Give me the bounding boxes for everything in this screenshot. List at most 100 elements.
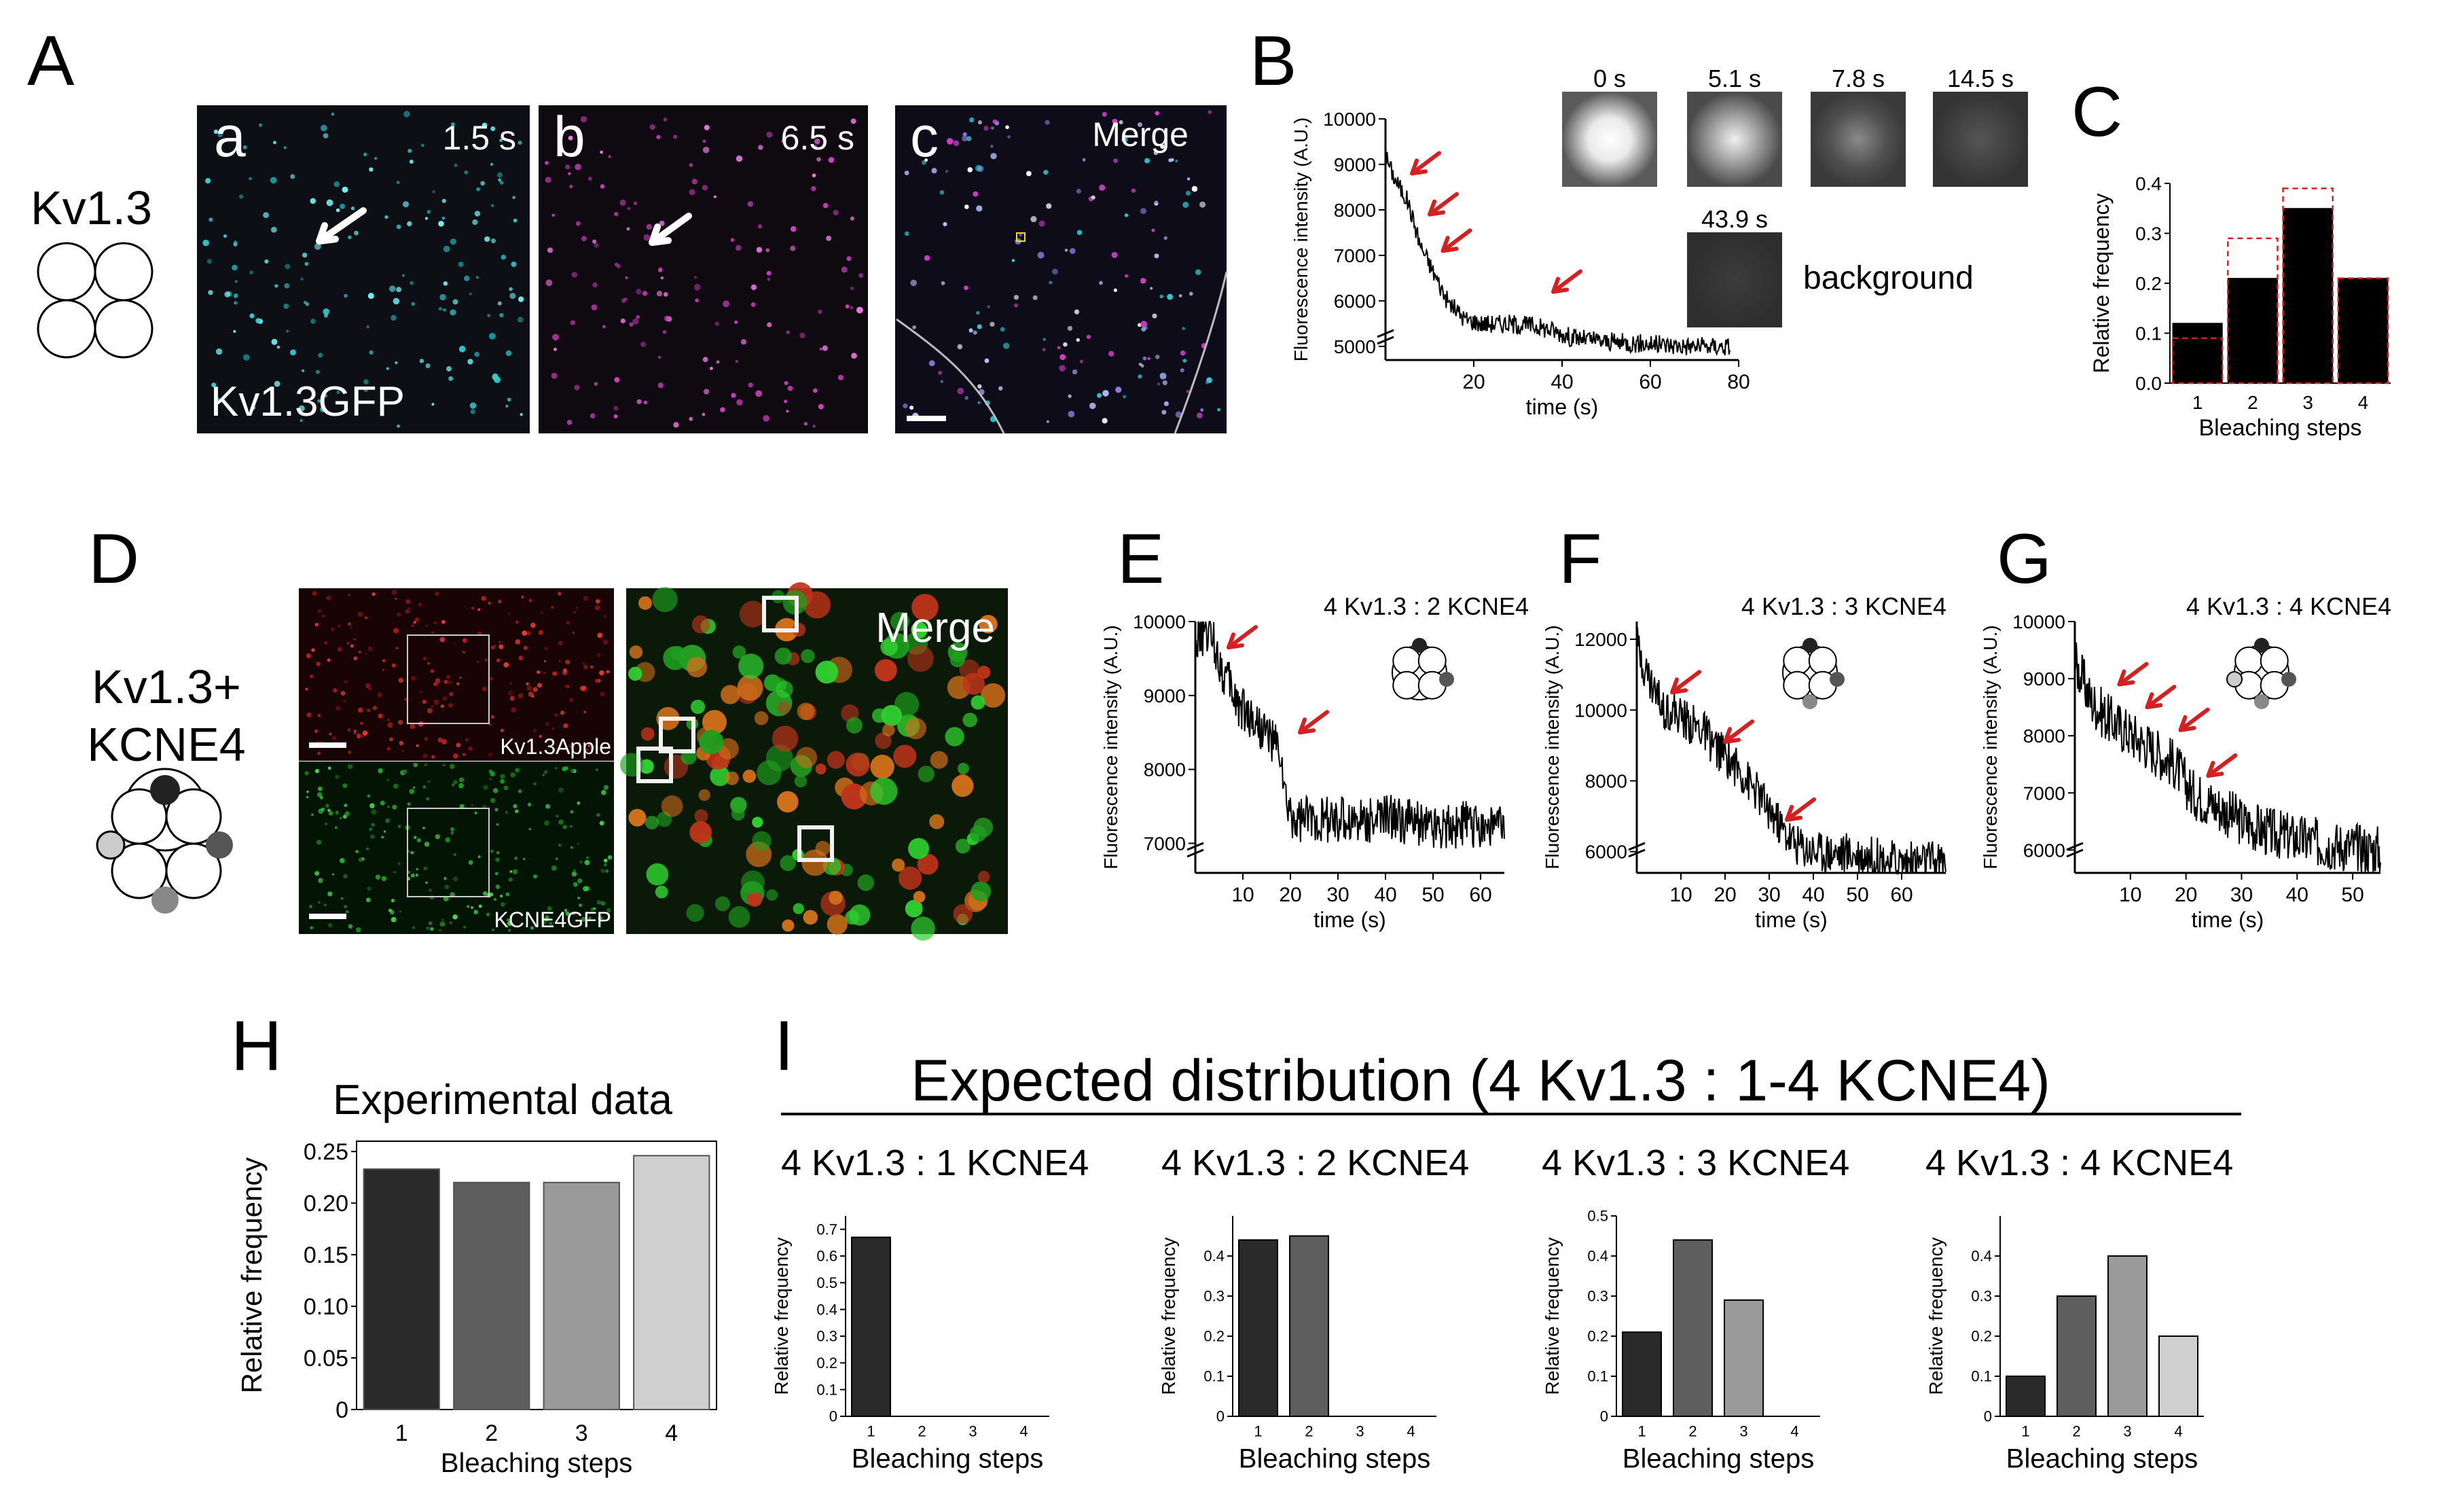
merge-label-a: Merge — [1092, 115, 1189, 154]
cell-outline-left — [896, 318, 1005, 434]
punctum — [740, 870, 765, 895]
punctum — [1042, 348, 1046, 352]
punctum — [632, 318, 639, 325]
punctum — [837, 374, 844, 380]
punctum — [1102, 418, 1108, 424]
punctum — [304, 262, 309, 266]
kcne4-subunit — [1412, 638, 1427, 653]
x-tick-label: 1 — [1637, 1423, 1646, 1440]
punctum — [206, 259, 213, 264]
punctum — [1196, 412, 1203, 419]
punctum — [490, 645, 495, 650]
kcne4-subunit — [1802, 638, 1817, 653]
punctum — [501, 902, 505, 907]
punctum — [590, 665, 594, 669]
punctum — [600, 184, 605, 189]
punctum — [694, 809, 708, 823]
panel-letter-i: I — [774, 1007, 794, 1086]
punctum — [795, 747, 818, 768]
punctum — [790, 226, 797, 232]
y-tick-label: 0.15 — [304, 1242, 348, 1268]
punctum — [646, 223, 653, 230]
punctum — [657, 355, 662, 359]
y-tick-label: 0.3 — [816, 1328, 837, 1345]
y-tick-label: 0.3 — [2135, 223, 2162, 244]
punctum — [815, 764, 827, 775]
punctum — [748, 382, 753, 388]
arrow-icon — [1441, 228, 1472, 253]
punctum — [909, 406, 914, 410]
punctum — [742, 770, 757, 783]
punctum — [1064, 249, 1068, 252]
punctum — [518, 141, 522, 145]
punctum — [446, 675, 450, 679]
panel-letter-f: F — [1559, 520, 1602, 598]
punctum — [1046, 203, 1052, 209]
bar — [2107, 1255, 2148, 1417]
y-tick-label: 0.5 — [1587, 1208, 1608, 1225]
punctum — [1191, 185, 1198, 192]
punctum — [558, 843, 562, 847]
y-axis-label: Relative frequency — [2089, 193, 2114, 373]
x-axis-label: Bleaching steps — [1239, 1444, 1430, 1474]
bar — [2172, 323, 2223, 384]
punctum — [336, 705, 341, 711]
punctum — [450, 309, 456, 316]
punctum — [542, 773, 545, 776]
punctum — [488, 332, 496, 340]
punctum — [663, 118, 668, 122]
punctum — [892, 858, 905, 872]
y-tick-label: 0 — [829, 1408, 837, 1425]
punctum — [551, 372, 558, 379]
punctum — [1157, 382, 1160, 386]
punctum — [507, 920, 513, 927]
y-axis-label: Fluorescence intensity (A.U.) — [1980, 625, 2001, 869]
punctum — [386, 805, 390, 808]
x-tick-label: 80 — [1727, 371, 1750, 393]
x-tick-label: 10 — [1669, 884, 1692, 906]
punctum — [600, 901, 606, 906]
punctum — [320, 406, 326, 412]
punctum — [962, 135, 968, 142]
punctum — [880, 638, 898, 656]
kcne4-subunit — [1830, 672, 1845, 687]
punctum — [1007, 135, 1011, 139]
punctum — [573, 882, 578, 887]
x-axis-label: Bleaching steps — [852, 1444, 1043, 1474]
punctum — [777, 701, 791, 715]
punctum — [903, 403, 908, 409]
punctum — [850, 306, 854, 310]
punctum — [318, 901, 321, 904]
punctum — [777, 791, 799, 813]
punctum — [443, 245, 450, 253]
y-tick-label: 9000 — [1144, 685, 1186, 706]
punctum — [616, 264, 621, 268]
punctum — [521, 595, 524, 599]
punctum — [603, 863, 607, 867]
punctum — [450, 831, 454, 835]
punctum — [598, 916, 602, 920]
punctum — [458, 346, 466, 353]
punctum — [940, 380, 943, 383]
punctum — [962, 672, 985, 695]
x-tick-label: 20 — [1714, 884, 1736, 906]
punctum — [340, 897, 343, 900]
punctum — [588, 916, 592, 920]
punctum — [1051, 268, 1058, 275]
punctum — [543, 770, 548, 774]
punctum — [205, 178, 211, 184]
bar — [2283, 208, 2334, 384]
kcne4-subunit — [2254, 638, 2269, 653]
punctum — [992, 119, 997, 124]
punctum — [347, 622, 351, 626]
punctum — [614, 212, 619, 217]
punctum — [343, 700, 346, 702]
punctum — [413, 836, 417, 840]
punctum — [301, 369, 305, 372]
punctum — [490, 204, 494, 208]
punctum — [737, 675, 763, 701]
punctum — [604, 615, 606, 617]
chart-i3: 0 0.1 0.2 0.3 0.4 0.5 1 2 3 4 Bleaching steps Relat… — [1542, 1143, 1849, 1474]
punctum — [475, 276, 479, 279]
